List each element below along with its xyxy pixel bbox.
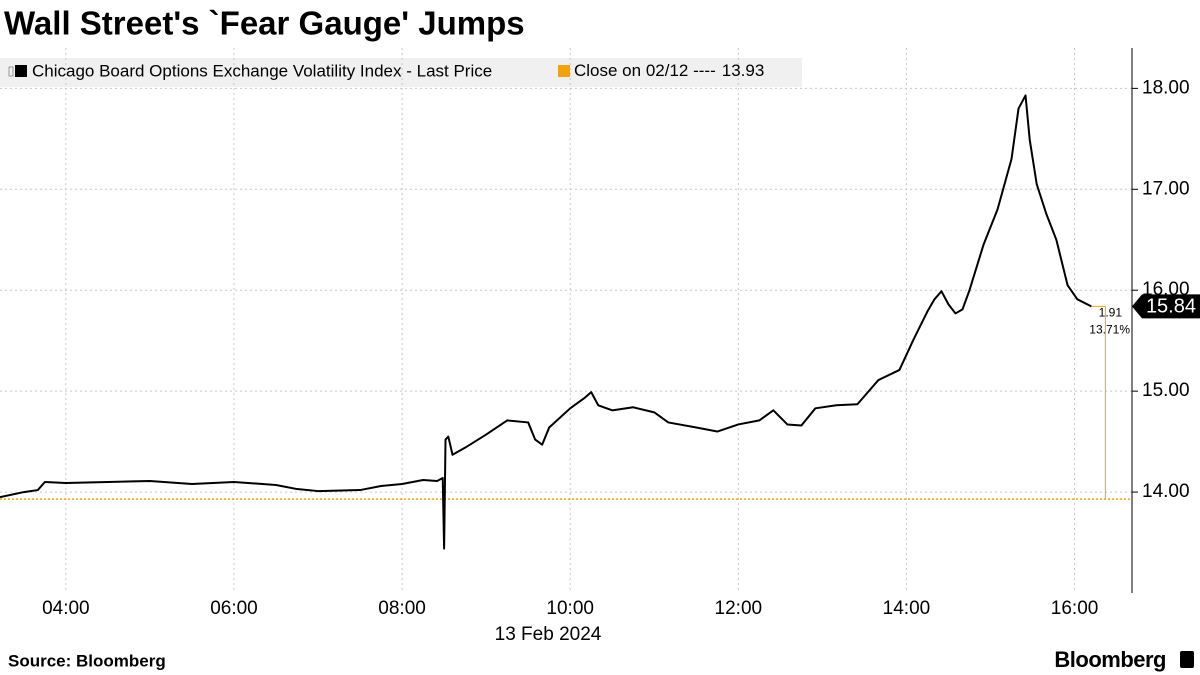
x-tick-label: 16:00 (1051, 598, 1099, 619)
change-percent: 13.71% (1089, 323, 1130, 337)
y-tick-label: 14.00 (1142, 481, 1190, 502)
y-tick-label: 15.00 (1142, 380, 1190, 401)
legend-swatch (558, 65, 570, 77)
legend-swatch (15, 65, 27, 77)
legend-ref-value: 13.93 (722, 61, 765, 80)
legend-ref-name: Close on 02/12 ---- (574, 61, 716, 80)
x-tick-label: 06:00 (210, 598, 258, 619)
brand: Bloomberg (1054, 647, 1166, 672)
legend-label: Chicago Board Options Exchange Volatilit… (32, 61, 492, 80)
legend-swatch (8, 66, 14, 77)
x-axis-label: 13 Feb 2024 (495, 624, 602, 645)
brand-icon (1180, 651, 1194, 668)
last-value-badge (1132, 294, 1200, 319)
line-series (0, 94, 1092, 550)
source: Source: Bloomberg (8, 651, 166, 670)
legend-label: Close on 02/12 ---- 13.93 (574, 61, 764, 80)
change-value: 1.91 (1099, 306, 1123, 320)
x-tick-label: 12:00 (715, 598, 763, 619)
y-tick-label: 18.00 (1142, 77, 1190, 98)
last-value-label: 15.84 (1146, 296, 1196, 318)
chart-title: Wall Street's `Fear Gauge' Jumps (4, 5, 525, 42)
y-tick-label: 17.00 (1142, 178, 1190, 199)
legend-background (0, 58, 802, 87)
x-tick-label: 04:00 (42, 598, 90, 619)
x-tick-label: 14:00 (883, 598, 931, 619)
x-tick-label: 10:00 (546, 598, 594, 619)
x-tick-label: 08:00 (378, 598, 426, 619)
